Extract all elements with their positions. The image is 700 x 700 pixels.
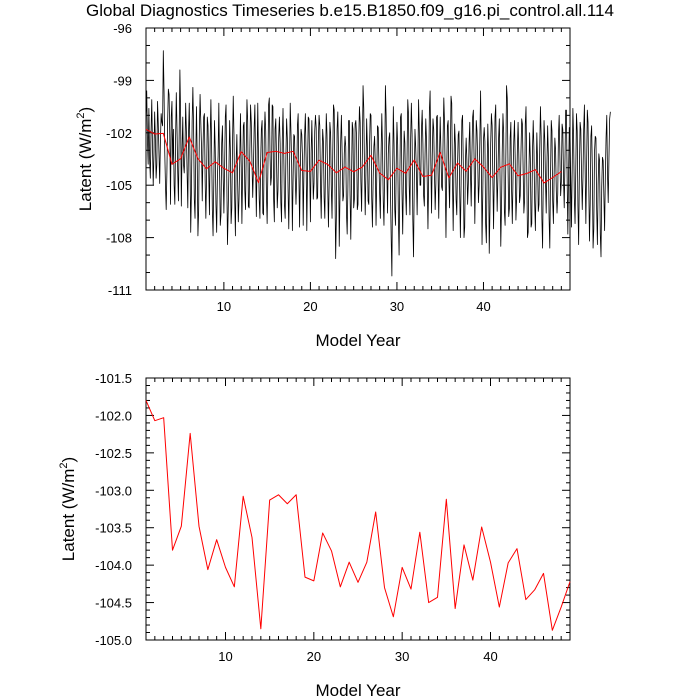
plot-frame	[145, 27, 571, 291]
x-tick-label: 30	[395, 649, 409, 664]
y-tick-label: -111	[108, 283, 132, 298]
x-tick-label: 30	[390, 299, 404, 314]
plot-frame	[145, 377, 571, 641]
y-tick-label: -105	[106, 178, 132, 193]
x-tick-label: 40	[476, 299, 490, 314]
y-tick-label: -102.5	[95, 446, 132, 461]
y-axis-label: Latent (W/m2)	[75, 107, 95, 211]
x-tick-label: 40	[483, 649, 497, 664]
y-tick-label: -102	[106, 126, 132, 141]
y-axis-label: Latent (W/m2)	[58, 457, 78, 561]
bottom-panel: 10 20 30 40 -101.5 -102.0 -102.5 -103.0 -103.5 -1…	[58, 371, 571, 700]
y-tick-label: -105.0	[95, 633, 132, 648]
y-tick-label: -99	[113, 73, 132, 88]
x-tick-label: 20	[303, 299, 317, 314]
y-tick-label: -101.5	[95, 371, 132, 386]
y-tick-label: -103.5	[95, 521, 132, 536]
x-axis-label: Model Year	[315, 681, 400, 700]
annual-series-line	[145, 400, 571, 631]
y-tick-label: -103.0	[95, 483, 132, 498]
y-tick-label: -104.5	[95, 596, 132, 611]
annual-series-line	[145, 128, 562, 184]
x-tick-label: 20	[307, 649, 321, 664]
page-title: Global Diagnostics Timeseries b.e15.B185…	[86, 1, 614, 20]
x-tick-label: 10	[217, 299, 231, 314]
y-tick-label: -96	[113, 21, 132, 36]
y-tick-label: -108	[106, 231, 132, 246]
y-tick-label: -102.0	[95, 408, 132, 423]
x-tick-label: 10	[218, 649, 232, 664]
top-panel: 10 20 30 40 -96 -99 -102 -105 -108 -111 Model Year…	[75, 21, 611, 350]
y-tick-label: -104.0	[95, 558, 132, 573]
monthly-series-line	[145, 50, 611, 277]
x-axis-label: Model Year	[315, 331, 400, 350]
